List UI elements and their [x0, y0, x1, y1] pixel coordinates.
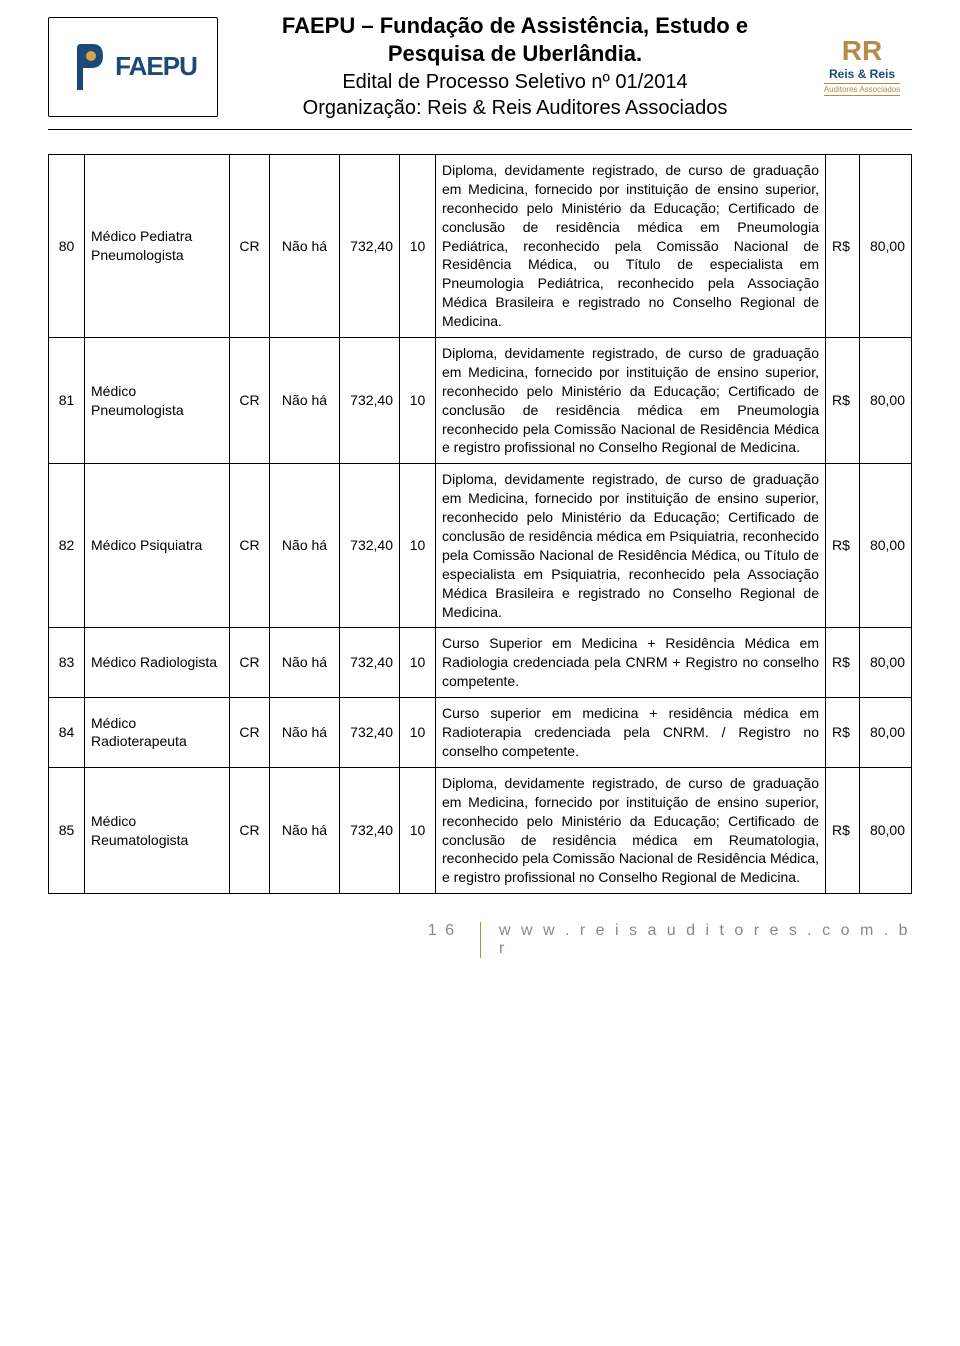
- row-price: 80,00: [860, 155, 912, 338]
- page-number: 1 6: [48, 922, 480, 958]
- row-price: 80,00: [860, 338, 912, 464]
- row-cr: CR: [230, 464, 270, 628]
- logo-left-box: FAEPU: [48, 17, 218, 117]
- row-price: 80,00: [860, 628, 912, 698]
- page-footer: 1 6 w w w . r e i s a u d i t o r e s . …: [48, 922, 912, 958]
- header-title: FAEPU – Fundação de Assistência, Estudo …: [230, 12, 800, 67]
- row-cr: CR: [230, 767, 270, 893]
- row-title: Médico Radiologista: [85, 628, 230, 698]
- header-center: FAEPU – Fundação de Assistência, Estudo …: [218, 12, 812, 121]
- row-valor: 732,40: [340, 464, 400, 628]
- row-naoha: Não há: [270, 628, 340, 698]
- row-rs: R$: [826, 628, 860, 698]
- row-rs: R$: [826, 464, 860, 628]
- reis-logo-brand: Reis & Reis: [829, 67, 895, 81]
- header-sub-line1: Edital de Processo Seletivo nº 01/2014: [342, 71, 687, 93]
- row-price: 80,00: [860, 464, 912, 628]
- row-dez: 10: [400, 767, 436, 893]
- row-dez: 10: [400, 464, 436, 628]
- row-desc: Diploma, devidamente registrado, de curs…: [436, 155, 826, 338]
- row-number: 80: [49, 155, 85, 338]
- faepu-logo-icon: [69, 42, 109, 92]
- row-naoha: Não há: [270, 464, 340, 628]
- header-title-line1: FAEPU – Fundação de Assistência, Estudo …: [282, 13, 748, 38]
- header-title-line2: Pesquisa de Uberlândia.: [388, 41, 642, 66]
- row-price: 80,00: [860, 698, 912, 768]
- table-row: 81Médico PneumologistaCRNão há732,4010Di…: [49, 338, 912, 464]
- row-valor: 732,40: [340, 338, 400, 464]
- row-desc: Diploma, devidamente registrado, de curs…: [436, 338, 826, 464]
- row-dez: 10: [400, 338, 436, 464]
- footer-url: w w w . r e i s a u d i t o r e s . c o …: [480, 922, 912, 958]
- row-naoha: Não há: [270, 767, 340, 893]
- faepu-logo: FAEPU: [69, 42, 197, 92]
- row-cr: CR: [230, 698, 270, 768]
- row-title: Médico Pediatra Pneumologista: [85, 155, 230, 338]
- reis-logo-rr: RR: [842, 37, 882, 65]
- row-title: Médico Reumatologista: [85, 767, 230, 893]
- table-row: 82Médico PsiquiatraCRNão há732,4010Diplo…: [49, 464, 912, 628]
- reis-logo-tag: Auditores Associados: [824, 83, 901, 96]
- row-valor: 732,40: [340, 767, 400, 893]
- logo-right-box: RR Reis & Reis Auditores Associados: [812, 22, 912, 112]
- row-cr: CR: [230, 338, 270, 464]
- table-row: 85Médico ReumatologistaCRNão há732,4010D…: [49, 767, 912, 893]
- row-rs: R$: [826, 698, 860, 768]
- row-dez: 10: [400, 155, 436, 338]
- row-desc: Curso Superior em Medicina + Residência …: [436, 628, 826, 698]
- table-row: 83Médico RadiologistaCRNão há732,4010Cur…: [49, 628, 912, 698]
- row-cr: CR: [230, 155, 270, 338]
- header-subtitle: Edital de Processo Seletivo nº 01/2014 O…: [230, 69, 800, 121]
- row-title: Médico Pneumologista: [85, 338, 230, 464]
- document-header: FAEPU FAEPU – Fundação de Assistência, E…: [48, 12, 912, 130]
- header-sub-line2: Organização: Reis & Reis Auditores Assoc…: [303, 97, 728, 119]
- row-valor: 732,40: [340, 628, 400, 698]
- row-number: 83: [49, 628, 85, 698]
- table-row: 84Médico RadioterapeutaCRNão há732,4010C…: [49, 698, 912, 768]
- row-cr: CR: [230, 628, 270, 698]
- row-number: 85: [49, 767, 85, 893]
- row-valor: 732,40: [340, 155, 400, 338]
- row-desc: Diploma, devidamente registrado, de curs…: [436, 767, 826, 893]
- row-rs: R$: [826, 767, 860, 893]
- table-row: 80Médico Pediatra PneumologistaCRNão há7…: [49, 155, 912, 338]
- row-dez: 10: [400, 628, 436, 698]
- row-naoha: Não há: [270, 338, 340, 464]
- row-number: 81: [49, 338, 85, 464]
- row-rs: R$: [826, 338, 860, 464]
- row-desc: Curso superior em medicina + residência …: [436, 698, 826, 768]
- row-rs: R$: [826, 155, 860, 338]
- row-title: Médico Psiquiatra: [85, 464, 230, 628]
- row-number: 84: [49, 698, 85, 768]
- row-naoha: Não há: [270, 698, 340, 768]
- main-table: 80Médico Pediatra PneumologistaCRNão há7…: [48, 154, 912, 894]
- row-valor: 732,40: [340, 698, 400, 768]
- row-naoha: Não há: [270, 155, 340, 338]
- row-desc: Diploma, devidamente registrado, de curs…: [436, 464, 826, 628]
- row-price: 80,00: [860, 767, 912, 893]
- faepu-logo-text: FAEPU: [115, 51, 197, 82]
- document-page: FAEPU FAEPU – Fundação de Assistência, E…: [0, 0, 960, 982]
- row-number: 82: [49, 464, 85, 628]
- row-title: Médico Radioterapeuta: [85, 698, 230, 768]
- row-dez: 10: [400, 698, 436, 768]
